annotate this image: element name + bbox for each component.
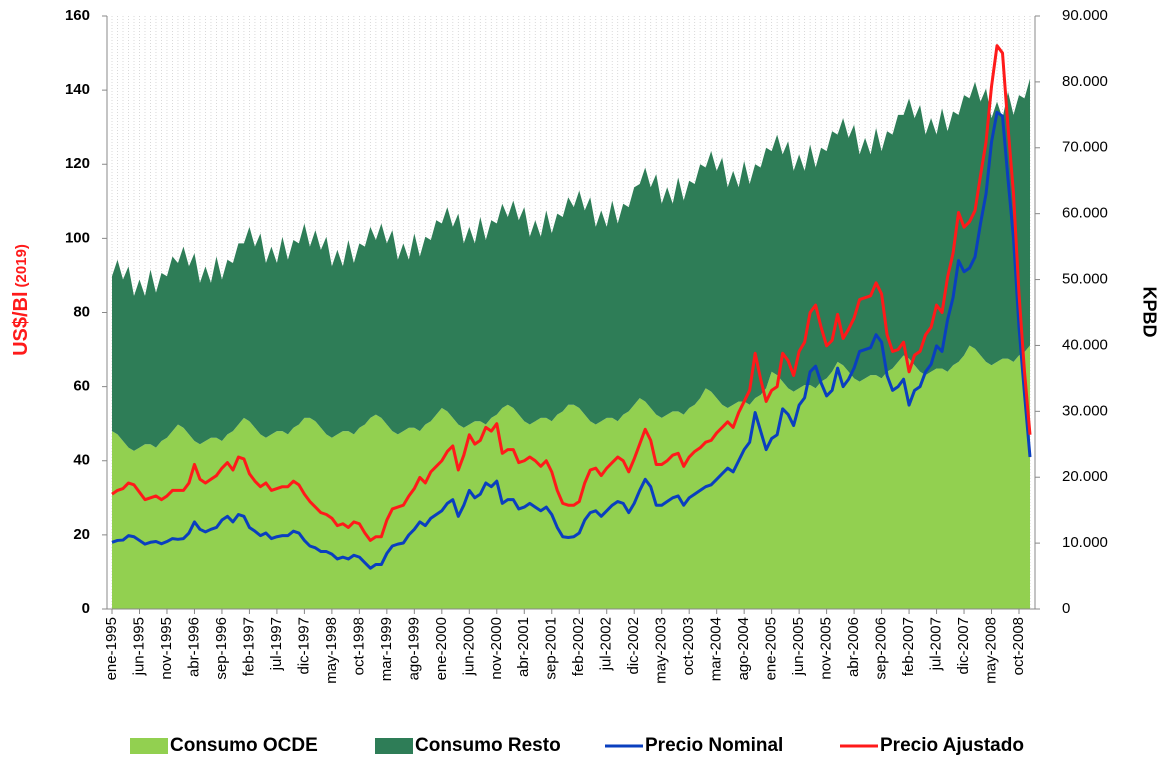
y2-tick-label: 40.000 [1062,336,1108,353]
y-tick-label: 40 [73,452,90,469]
y-tick-label: 140 [65,81,90,98]
y2-tick-label: 90.000 [1062,7,1108,24]
legend-label: Consumo Resto [415,735,561,756]
x-tick-label: jun-1995 [130,617,147,676]
y2-tick-label: 20.000 [1062,468,1108,485]
x-tick-label: jul-1997 [268,617,285,671]
y2-tick-label: 60.000 [1062,205,1108,222]
y2-tick-label: 0 [1062,600,1070,617]
y2-tick-label: 30.000 [1062,402,1108,419]
x-tick-label: nov-2000 [488,617,505,680]
y-tick-label: 120 [65,155,90,172]
line [111,110,1032,570]
x-tick-label: oct-2008 [1010,617,1027,675]
x-tick-label: ene-1995 [103,617,120,680]
y-tick-label: 80 [73,303,90,320]
x-tick-label: abr-2006 [845,617,862,677]
x-tick-label: dic-1997 [295,617,312,675]
x-tick-label: dic-2002 [625,617,642,675]
x-tick-label: feb-1997 [240,617,257,676]
legend-swatch [130,738,168,754]
x-tick-label: jul-2007 [928,617,945,671]
legend-label: Consumo OCDE [170,735,318,756]
x-tick-label: feb-2002 [570,617,587,676]
x-tick-label: mar-1999 [378,617,395,681]
line [111,44,1032,542]
x-tick-label: nov-1995 [158,617,175,680]
x-tick-label: jun-2005 [790,617,807,676]
y-axis-title-note: (2019) [13,244,30,287]
y-tick-label: 100 [65,229,90,246]
x-tick-label: jul-2002 [598,617,615,671]
x-tick-label: oct-1998 [350,617,367,675]
y-axis-title-main: US$/Bl [10,291,32,355]
legend-label: Precio Ajustado [880,735,1024,756]
y-tick-label: 0 [82,600,90,617]
x-tick-label: sep-1996 [213,617,230,680]
x-tick-label: abr-1996 [185,617,202,677]
y-tick-label: 160 [65,7,90,24]
x-tick-label: ene-2000 [433,617,450,680]
legend-swatch [375,738,413,754]
x-tick-label: ago-2004 [735,617,752,680]
x-tick-label: dic-2007 [955,617,972,675]
y2-axis-title: KPBD [1139,286,1159,337]
y-tick-label: 20 [73,526,90,543]
x-tick-label: nov-2005 [818,617,835,680]
x-tick-label: feb-2007 [900,617,917,676]
x-tick-label: may-1998 [323,617,340,684]
y-tick-label: 60 [73,378,90,395]
area [112,78,1030,451]
y2-tick-label: 10.000 [1062,534,1108,551]
y2-tick-label: 70.000 [1062,139,1108,156]
x-tick-label: mar-2004 [708,617,725,681]
x-tick-label: oct-2003 [680,617,697,675]
x-tick-label: ago-1999 [405,617,422,680]
x-tick-label: sep-2006 [873,617,890,680]
x-tick-label: abr-2001 [515,617,532,677]
x-tick-label: sep-2001 [543,617,560,680]
x-tick-label: jun-2000 [460,617,477,676]
legend-label: Precio Nominal [645,735,783,756]
x-tick-label: may-2003 [653,617,670,684]
y2-tick-label: 50.000 [1062,271,1108,288]
x-tick-label: may-2008 [982,617,999,684]
x-tick-label: ene-2005 [763,617,780,680]
y-axis-title: US$/Bl (2019) [10,244,32,356]
y2-tick-label: 80.000 [1062,73,1108,90]
area [112,345,1030,609]
